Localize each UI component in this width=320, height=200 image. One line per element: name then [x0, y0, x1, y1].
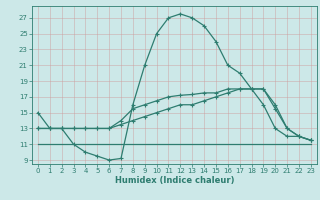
X-axis label: Humidex (Indice chaleur): Humidex (Indice chaleur) — [115, 176, 234, 185]
